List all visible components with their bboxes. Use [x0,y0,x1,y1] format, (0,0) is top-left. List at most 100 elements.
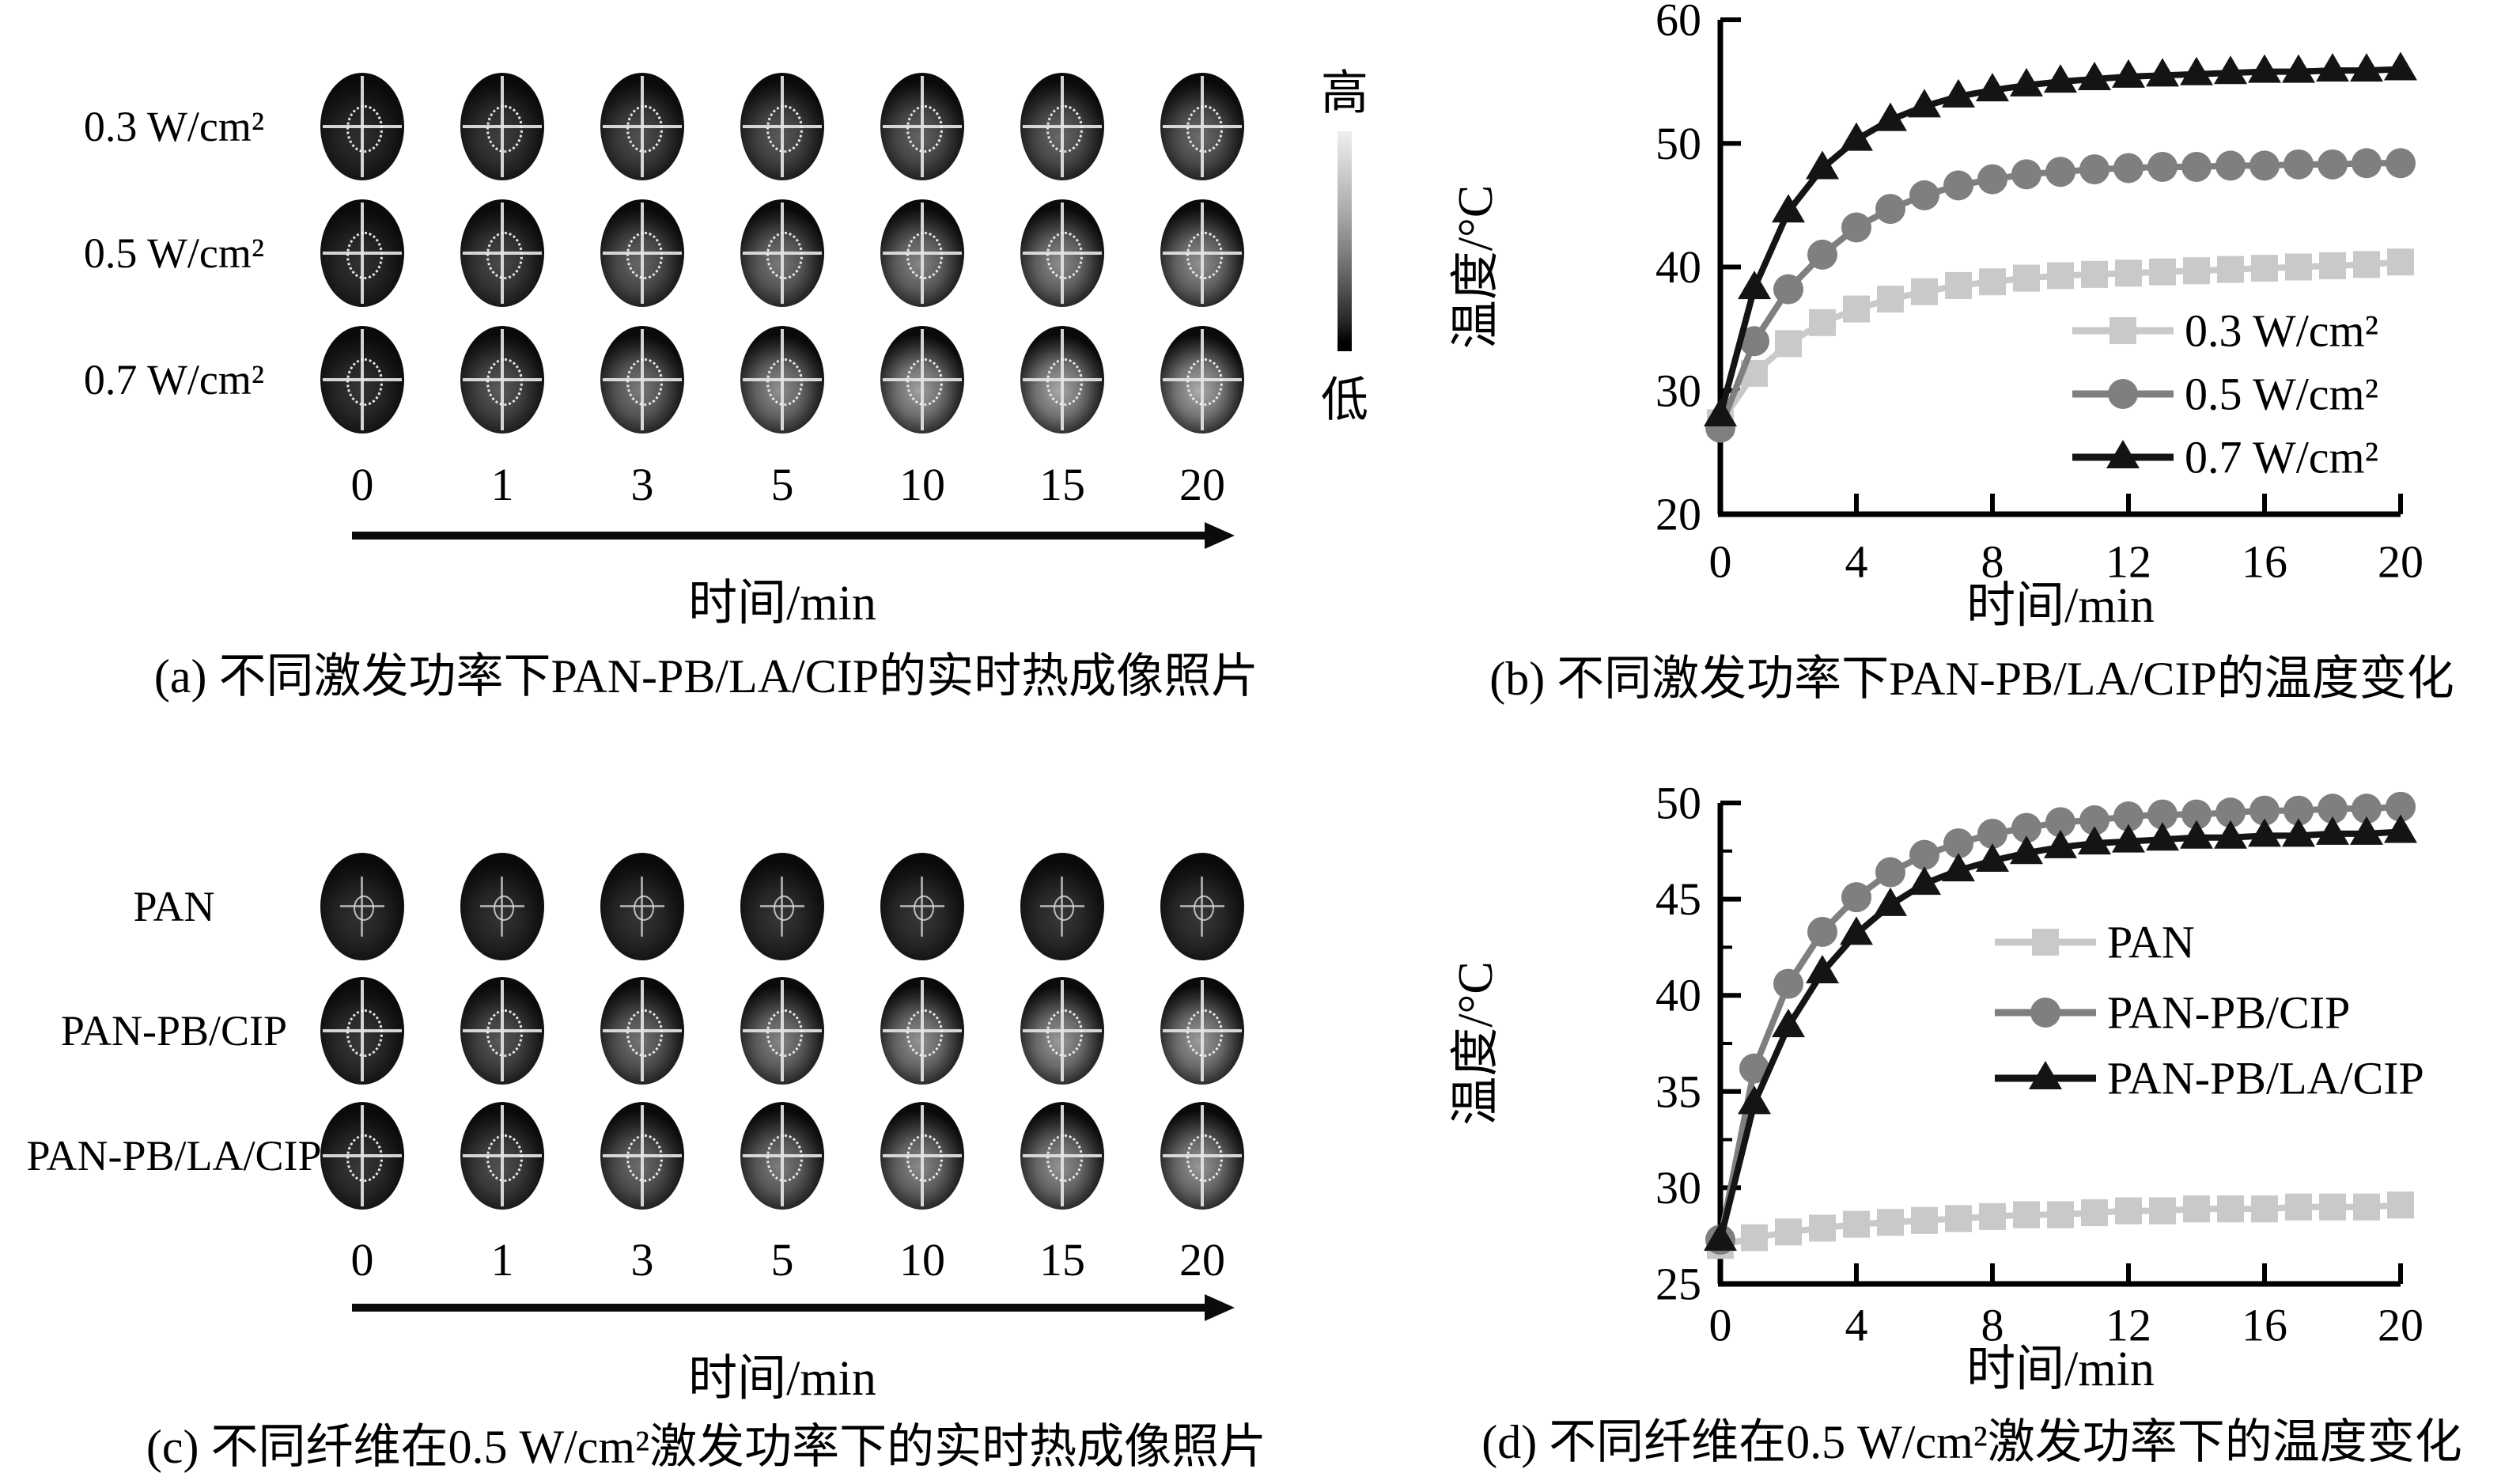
crosshair-ring [1186,105,1223,153]
crosshair-ring [906,1009,943,1057]
marker-square [1979,268,2006,296]
marker-circle [2284,795,2314,826]
marker-circle [1739,1053,1769,1084]
colorbar-gradient [1338,131,1352,351]
marker-triangle [1840,122,1873,151]
marker-triangle [2214,55,2247,85]
marker-square [1911,278,1938,305]
thermal-photo [460,1102,544,1210]
thermal-photo [320,73,404,180]
y-tick-label: 50 [1655,118,1701,169]
marker-circle [2249,795,2280,826]
marker-triangle [2044,829,2077,858]
time-tick-label: 0 [350,1234,374,1286]
time-tick-label: 1 [490,1234,514,1286]
thermal-photo [1020,73,1104,180]
crosshair-ring [486,232,523,279]
marker-triangle [2146,58,2179,87]
marker-circle [1773,274,1803,305]
crosshair-ring [346,1134,383,1182]
crosshair-ring [346,232,383,279]
legend-label: 0.7 W/cm² [2185,432,2378,483]
caption-b: (b) 不同激发功率下PAN-PB/LA/CIP的温度变化 [1489,653,2454,705]
marker-triangle [1874,887,1907,916]
thermal-photo [320,199,404,307]
thermal-row-label: PAN-PB/LA/CIP [26,1132,322,1180]
panel-b-temperature-chart: 0 4 8 12 16 20 20 30 40 50 60 时间/min 温度/°C 0.3 W/cm² 0… [1424,0,2520,736]
x-tick-label: 16 [2242,1300,2287,1351]
y-tick-label: 30 [1655,1162,1701,1214]
x-tick-label: 0 [1709,1300,1732,1351]
y-tick-label: 60 [1655,0,1701,46]
time-tick-label: 3 [630,1234,654,1286]
marker-square [2149,258,2176,286]
marker-circle [2113,153,2144,184]
crosshair-ring [906,358,943,406]
legend-label: 0.3 W/cm² [2185,305,2378,357]
marker-square [2115,1197,2142,1225]
time-tick-label: 10 [899,459,945,510]
colorbar-low-label: 低 [1321,374,1368,426]
marker-circle [2011,159,2041,190]
thermal-photo [1160,73,1244,180]
marker-square [2319,1193,2346,1221]
thermal-photo [1160,853,1244,960]
marker-square [1911,1206,1938,1234]
thermal-photo [1160,1102,1244,1210]
marker-square [1775,330,1802,358]
marker-circle [1841,882,1871,913]
marker-triangle [2180,820,2213,849]
thermal-photo [1160,326,1244,434]
marker-square [2251,255,2278,282]
marker-square [2285,253,2312,281]
colorbar-a: 高 低 [1297,68,1392,426]
caption-d: (d) 不同纤维在0.5 W/cm²激发功率下的温度变化 [1481,1416,2462,1468]
thermal-photo [880,199,964,307]
time-tick-label: 5 [770,1234,794,1286]
crosshair-ring [1186,1134,1223,1182]
marker-circle [2079,805,2109,835]
marker-square [1945,271,1972,299]
marker-square [2183,1195,2210,1223]
marker-square [2115,259,2142,287]
marker-square [2047,1201,2074,1229]
crosshair-ring [906,232,943,279]
marker-square [2217,1195,2244,1223]
marker-circle [2386,148,2416,179]
legend-label: PAN [2107,917,2195,968]
crosshair-ring [766,105,803,153]
thermal-photo [740,73,824,180]
marker-circle [1943,828,1973,859]
time-tick-label: 15 [1039,1234,1085,1286]
thermal-photo [880,1102,964,1210]
marker-circle [1807,916,1837,947]
time-tick-label: 15 [1039,459,1085,510]
thermal-photo [1020,853,1104,960]
thermal-photo [320,853,404,960]
crosshair-ring [914,896,934,921]
marker-circle [1807,239,1837,270]
marker-square [1741,1224,1768,1251]
crosshair-ring [486,105,523,153]
thermal-photo [1160,977,1244,1085]
thermal-photo [320,977,404,1085]
crosshair-ring [766,232,803,279]
thermal-photo [1020,326,1104,434]
marker-square [1877,286,1904,313]
marker-triangle [2112,59,2145,88]
thermal-photo [600,73,684,180]
y-tick-label: 35 [1655,1066,1701,1117]
marker-square [2251,1195,2278,1223]
y-tick-label: 20 [1655,489,1701,540]
marker-circle [1977,818,2007,849]
marker-triangle [1840,916,1873,945]
marker-circle [2284,149,2314,180]
thermal-row-label: PAN-PB/CIP [60,1007,288,1055]
crosshair-ring [354,896,374,921]
crosshair-ring [346,358,383,406]
time-tick-label: 1 [490,459,514,510]
marker-triangle [2350,816,2383,845]
marker-triangle [2112,824,2145,853]
x-tick-label: 8 [1981,1300,2004,1351]
crosshair-ring [486,1134,523,1182]
